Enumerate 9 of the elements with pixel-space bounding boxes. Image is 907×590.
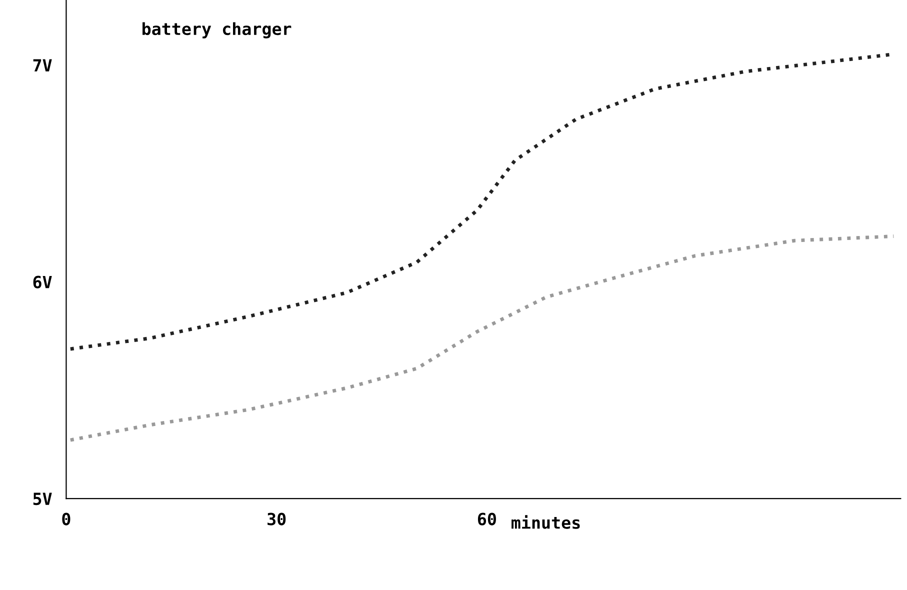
line-series [68, 234, 896, 442]
x-tick-label: 30 [268, 512, 286, 526]
x-tick-label: 60 [478, 512, 496, 526]
y-tick-label: 5V [33, 492, 52, 506]
x-tick-label: 0 [62, 512, 70, 526]
x-axis-title: minutes [512, 515, 580, 529]
annotation: battery charger [142, 22, 292, 38]
y-tick-label: 6V [33, 276, 52, 288]
y-tick-label: 7V [33, 59, 52, 72]
